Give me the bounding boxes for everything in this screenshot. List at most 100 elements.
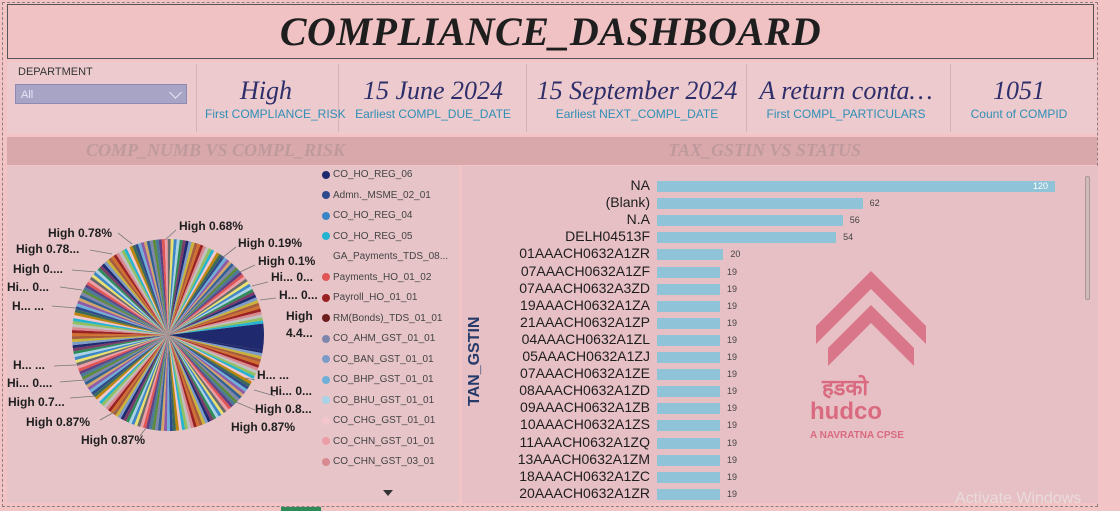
pie-slice[interactable] <box>168 323 264 351</box>
pie-slice[interactable] <box>168 335 186 430</box>
pie-slice[interactable] <box>168 239 183 335</box>
pie-slice[interactable] <box>168 335 262 360</box>
department-slicer-dropdown[interactable]: All <box>15 84 187 104</box>
pie-slice[interactable] <box>168 335 259 371</box>
pie-slice[interactable] <box>89 335 168 393</box>
pie-slice[interactable] <box>140 335 168 428</box>
page-tab-indicator[interactable] <box>281 507 321 511</box>
pie-slice[interactable] <box>88 279 168 335</box>
legend-item[interactable]: CO_BHP_GST_01_01 <box>322 374 434 385</box>
pie-slice[interactable] <box>168 240 189 335</box>
scrollbar-thumb[interactable] <box>1085 176 1090 300</box>
pie-slice[interactable] <box>117 335 168 419</box>
legend-item[interactable]: GA_Payments_TDS_08... <box>322 251 448 262</box>
pie-slice[interactable] <box>168 335 191 429</box>
pie-slice[interactable] <box>93 335 168 398</box>
bar[interactable] <box>657 369 721 381</box>
pie-slice[interactable] <box>79 335 168 375</box>
pie-slice[interactable] <box>108 257 168 335</box>
pie-slice[interactable] <box>149 240 168 335</box>
pie-slice[interactable] <box>168 335 174 431</box>
pie-slice[interactable] <box>134 335 168 426</box>
pie-slice[interactable] <box>168 335 251 387</box>
pie-slice[interactable] <box>161 239 168 335</box>
legend-item[interactable]: CO_CHN_GST_03_01 <box>322 456 435 467</box>
pie-slice[interactable] <box>83 286 168 335</box>
pie-slice[interactable] <box>168 335 254 382</box>
pie-slice[interactable] <box>168 252 220 335</box>
pie-slice[interactable] <box>168 245 207 335</box>
pie-slice[interactable] <box>76 303 168 335</box>
legend-item[interactable]: Payroll_HO_01_01 <box>322 292 418 303</box>
pie-slice[interactable] <box>75 335 168 363</box>
pie-slice[interactable] <box>168 248 212 335</box>
pie-slice[interactable] <box>168 335 209 424</box>
bar[interactable] <box>657 386 721 398</box>
bar[interactable] <box>657 317 721 329</box>
pie-slice[interactable] <box>80 335 168 378</box>
pie-slice[interactable] <box>81 335 168 380</box>
legend-item[interactable]: CO_HO_REG_06 <box>322 169 412 180</box>
pie-slice[interactable] <box>96 335 168 402</box>
pie-slice[interactable] <box>83 335 168 383</box>
pie-slice[interactable] <box>168 281 250 335</box>
pie-slice[interactable] <box>168 335 252 385</box>
pie-slice[interactable] <box>121 249 168 335</box>
pie-slice[interactable] <box>123 335 168 422</box>
pie-slice[interactable] <box>168 276 246 335</box>
pie-slice[interactable] <box>168 278 248 335</box>
pie-slice[interactable] <box>168 239 180 335</box>
pie-slice[interactable] <box>111 255 168 335</box>
pie-slice[interactable] <box>168 335 189 430</box>
pie-slice[interactable] <box>125 335 168 423</box>
pie-slice[interactable] <box>168 335 231 410</box>
bar[interactable] <box>657 420 721 432</box>
pie-slice[interactable] <box>72 335 168 340</box>
legend-item[interactable]: Payments_HO_01_02 <box>322 272 431 283</box>
pie-slice[interactable] <box>118 251 168 335</box>
pie-slice[interactable] <box>168 308 262 335</box>
pie-slice[interactable] <box>75 306 168 335</box>
pie-slice[interactable] <box>168 335 236 406</box>
pie-slice[interactable] <box>168 271 243 335</box>
pie-slice[interactable] <box>72 335 168 343</box>
pie-slice[interactable] <box>168 335 222 417</box>
pie-slice[interactable] <box>168 335 242 399</box>
pie-slice[interactable] <box>151 335 168 431</box>
bar[interactable] <box>657 300 721 312</box>
legend-item[interactable]: CO_BAN_GST_01_01 <box>322 354 434 365</box>
pie-slice[interactable] <box>168 335 180 431</box>
bar[interactable] <box>657 198 863 210</box>
pie-slice[interactable] <box>168 250 217 335</box>
pie-slice[interactable] <box>106 259 168 335</box>
pie-slice[interactable] <box>152 239 168 335</box>
pie-slice[interactable] <box>168 246 209 335</box>
pie-slice[interactable] <box>154 335 168 431</box>
pie-slice[interactable] <box>168 241 195 335</box>
pie-slice[interactable] <box>103 335 168 409</box>
pie-slice[interactable] <box>168 335 260 368</box>
pie-slice[interactable] <box>168 335 261 366</box>
pie-slice[interactable] <box>72 320 168 335</box>
pie-slice[interactable] <box>112 335 168 416</box>
pie-slice[interactable] <box>77 300 168 335</box>
pie-slice[interactable] <box>123 248 168 335</box>
legend-item[interactable]: CO_HO_REG_05 <box>322 231 412 242</box>
pie-slice[interactable] <box>72 335 168 352</box>
pie-slice[interactable] <box>77 335 168 369</box>
legend-item[interactable]: CO_CHN_GST_01_01 <box>322 436 435 447</box>
pie-slice[interactable] <box>113 254 168 335</box>
bar[interactable] <box>657 437 721 449</box>
pie-slice[interactable] <box>168 335 229 412</box>
pie-slice[interactable] <box>168 257 227 335</box>
pie-slice[interactable] <box>72 333 168 337</box>
legend-item[interactable]: CO_HO_REG_04 <box>322 210 412 221</box>
kpi-card-particulars[interactable]: A return conta… First COMPL_PARTICULARS <box>752 76 940 121</box>
bar[interactable] <box>657 334 721 346</box>
pie-slice[interactable] <box>73 335 168 358</box>
pie-slice[interactable] <box>91 274 168 335</box>
pie-slice[interactable] <box>140 242 168 335</box>
pie-slice[interactable] <box>135 243 168 335</box>
pie-slice[interactable] <box>131 335 168 425</box>
pie-slice[interactable] <box>168 261 232 335</box>
